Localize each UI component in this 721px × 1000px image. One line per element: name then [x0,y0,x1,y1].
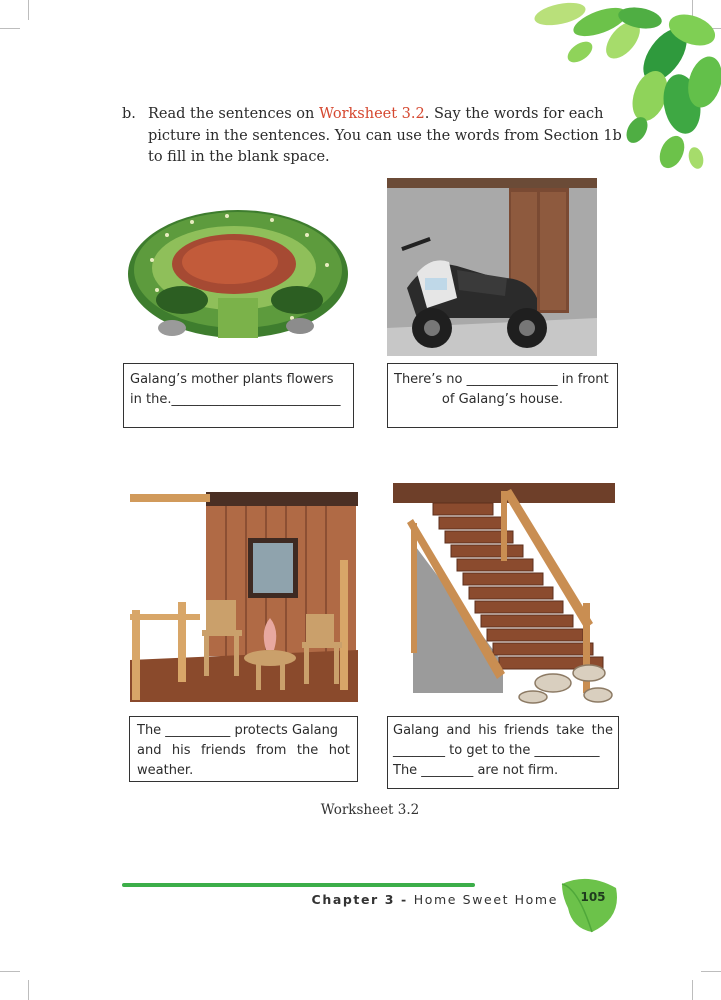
garden-picture [122,190,354,345]
sentence-line: Galang’s mother plants flowers [130,372,334,387]
instruction-label: b. [122,106,136,122]
sentence-line: The ________ are not firm. [393,763,559,778]
sentence-line: of Galang’s house. [441,392,564,407]
worksheet-reference: Worksheet 3.2 [318,106,425,122]
sentence-line: There’s no ______________ in front [394,372,609,387]
crop-mark [0,28,20,29]
sentence-box-garage: There’s no ______________ in front of Ga… [387,363,618,428]
sentence-line: Galang and his friends take the [393,723,613,738]
stairs-picture [393,483,615,705]
sentence-box-terrace: The __________ protects Galang and his f… [129,716,358,782]
chapter-number: Chapter 3 [311,892,396,907]
sentence-line: The __________ protects Galang [137,723,339,738]
sentence-line: ________ to get to the __________ [393,743,600,758]
instruction: b. Read the sentences on Worksheet 3.2. … [122,104,622,169]
sentence-line: and his friends from the hot [137,743,350,758]
footer-rule [122,883,475,887]
sentence-box-stairs: Galang and his friends take the ________… [387,716,619,789]
leaf-decoration-icon [534,2,721,169]
sentence-line: weather. [137,763,194,778]
terrace-picture [130,490,358,702]
garage-motorcycle-picture [387,178,597,356]
crop-mark [701,971,721,972]
chapter-separator: - [395,892,414,907]
crop-mark [28,980,29,1000]
worksheet-caption: Worksheet 3.2 [320,802,420,818]
instruction-text-before: Read the sentences on [148,106,319,122]
sentence-line: in the.__________________________ [130,392,341,407]
crop-mark [0,971,20,972]
page-leaf-icon [561,878,617,933]
crop-mark [28,0,29,20]
footer-chapter: Chapter 3 - Home Sweet Home [312,892,558,907]
sentence-box-garden: Galang’s mother plants flowers in the.__… [123,363,354,428]
crop-mark [692,0,693,20]
crop-mark [692,980,693,1000]
page-number: 105 [580,890,606,904]
instruction-text-after: . Say the words for each picture in the … [148,106,622,165]
chapter-title: Home Sweet Home [413,892,558,907]
